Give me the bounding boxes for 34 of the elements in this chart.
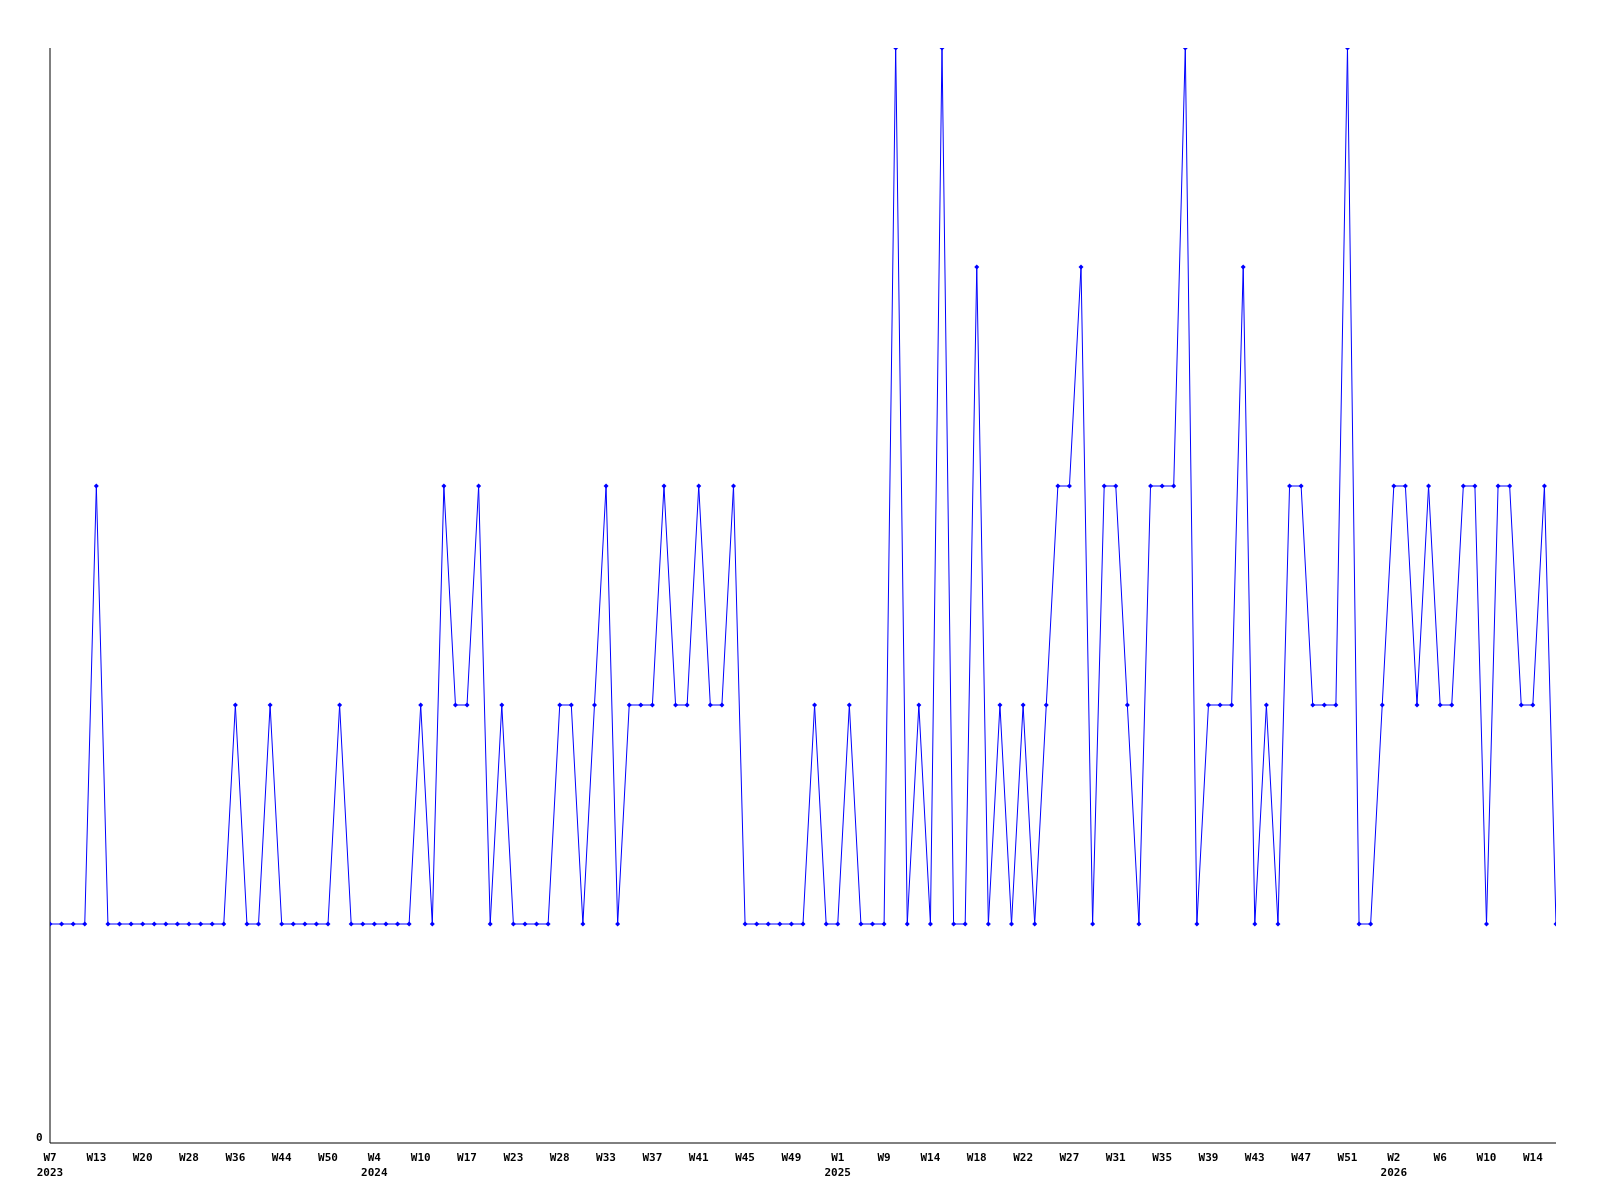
- x-tick-label: W49: [781, 1151, 802, 1164]
- x-tick-label: W10: [1476, 1151, 1497, 1164]
- x-tick-label: W47: [1291, 1151, 1312, 1164]
- x-tick-label: W39: [1198, 1151, 1219, 1164]
- x-tick-label: W17: [457, 1151, 477, 1164]
- x-tick-label: W31: [1105, 1151, 1127, 1164]
- x-tick-label: W27: [1059, 1151, 1080, 1164]
- x-tick-label: W10: [410, 1151, 431, 1164]
- x-tick-label: W45: [735, 1151, 756, 1164]
- x-tick-label: W9: [877, 1151, 891, 1164]
- x-tick-label: W37: [642, 1151, 663, 1164]
- x-tick-label: W13: [86, 1151, 107, 1164]
- x-tick-label: W28: [179, 1151, 199, 1164]
- x-tick-label: W51: [1337, 1151, 1358, 1164]
- x-tick-label: W44: [271, 1151, 292, 1164]
- x-tick-label: W1 2025: [824, 1151, 851, 1179]
- x-tick-label: W7 2023: [36, 1151, 64, 1179]
- x-tick-label: W36: [225, 1151, 246, 1164]
- x-tick-label: W4 2024: [361, 1151, 388, 1179]
- x-tick-label: W18: [966, 1151, 987, 1164]
- x-tick-label: W22: [1013, 1151, 1034, 1164]
- x-tick-label: W35: [1152, 1151, 1173, 1164]
- x-tick-label: W23: [503, 1151, 524, 1164]
- x-tick-label: W50: [318, 1151, 338, 1164]
- x-tick-label: W6: [1433, 1151, 1448, 1164]
- x-tick-label: W14: [920, 1151, 941, 1164]
- x-tick-label: W14: [1522, 1151, 1544, 1164]
- x-tick-label: W28: [549, 1151, 570, 1164]
- x-tick-label: W2 2026: [1380, 1151, 1408, 1179]
- x-tick-label: W20: [132, 1151, 153, 1164]
- x-tick-label: W33: [596, 1151, 616, 1164]
- x-tick-label: W43: [1244, 1151, 1265, 1164]
- text: 0: [36, 1131, 43, 1144]
- x-tick-label: W41: [688, 1151, 710, 1164]
